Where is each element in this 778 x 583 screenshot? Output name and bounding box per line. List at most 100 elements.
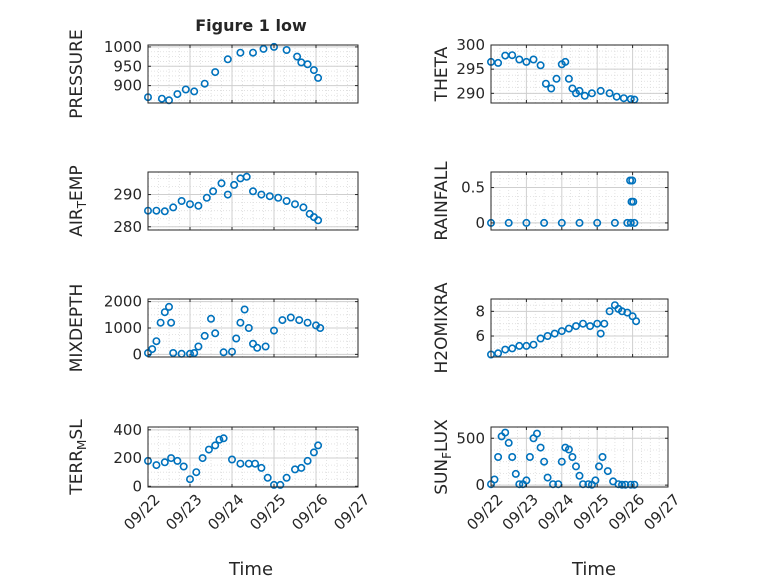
data-point (261, 342, 270, 351)
data-point (525, 452, 534, 461)
data-point (621, 480, 630, 489)
data-point (269, 42, 278, 51)
data-point (626, 218, 635, 227)
data-point (591, 476, 600, 485)
subplot-3: 280 290 AIRTEMP (67, 165, 359, 237)
data-point (314, 216, 323, 225)
data-point (610, 218, 619, 227)
data-point (200, 331, 209, 340)
data-point (630, 218, 639, 227)
data-point (181, 85, 190, 94)
y-axis-label-subscript: F (440, 452, 454, 459)
x-axis-label-left: Time (228, 559, 273, 580)
data-point (259, 44, 268, 53)
data-point (605, 89, 614, 98)
data-point (314, 73, 323, 82)
data-point (190, 348, 199, 357)
y-axis-label: AIRTEMP (67, 165, 89, 236)
data-point (209, 187, 218, 196)
data-point (152, 337, 161, 346)
y-tick-label: 0 (132, 345, 142, 363)
data-point (230, 180, 239, 189)
y-tick-label: 0 (132, 477, 142, 495)
data-point (297, 463, 306, 472)
y-axis-label-rest: LUX (432, 419, 452, 452)
data-point (160, 458, 169, 467)
data-point (211, 329, 220, 338)
data-point (269, 326, 278, 335)
data-point (529, 340, 538, 349)
y-tick-label: 0 (475, 214, 485, 232)
y-axis-label-rest: SL (67, 419, 87, 440)
y-tick-label: 1000 (104, 38, 142, 56)
data-point (265, 192, 274, 201)
data-point (204, 445, 213, 454)
y-axis-label: PRESSURE (67, 29, 87, 118)
y-axis-label: H2OMIXRA (432, 282, 452, 373)
data-point (157, 94, 166, 103)
data-point (552, 74, 561, 83)
data-point (598, 452, 607, 461)
data-point (179, 462, 188, 471)
y-tick-label: 300 (456, 36, 485, 54)
data-point (522, 57, 531, 66)
axes-background (148, 172, 358, 230)
data-point (504, 438, 513, 447)
data-point (623, 308, 632, 317)
data-point (290, 200, 299, 209)
axes-background (148, 45, 358, 103)
data-point (515, 55, 524, 64)
axes-frame (147, 426, 359, 488)
y-axis-label-main: H2OMIXRA (432, 282, 452, 373)
x-tick-label: 09/26 (605, 491, 648, 534)
data-point (242, 172, 251, 181)
data-point (186, 475, 195, 484)
data-point (282, 197, 291, 206)
y-tick-label: 6 (475, 327, 485, 345)
data-point (217, 179, 226, 188)
data-point (543, 473, 552, 482)
data-point (278, 316, 287, 325)
data-point (282, 45, 291, 54)
data-point (194, 201, 203, 210)
data-point (173, 90, 182, 99)
data-point (605, 307, 614, 316)
y-axis-label-main: SUN (432, 459, 452, 495)
data-point (580, 91, 589, 100)
data-point (578, 319, 587, 328)
data-point (257, 463, 266, 472)
data-point (632, 317, 641, 326)
data-point (293, 52, 302, 61)
data-point (594, 462, 603, 471)
data-point (628, 176, 637, 185)
data-point (303, 60, 312, 69)
data-point (244, 323, 253, 332)
y-tick-label: 290 (113, 186, 142, 204)
data-point (575, 471, 584, 480)
x-tick-label: 09/27 (330, 491, 373, 534)
y-axis-label-main: MIXDEPTH (67, 284, 87, 373)
data-point (494, 452, 503, 461)
figure-title: Figure 1 low (195, 16, 307, 35)
y-tick-label: 280 (113, 218, 142, 236)
data-point (257, 190, 266, 199)
data-point (263, 473, 272, 482)
data-point (536, 61, 545, 70)
data-point (586, 322, 595, 331)
data-point (309, 448, 318, 457)
data-point (593, 218, 602, 227)
y-tick-label: 200 (113, 449, 142, 467)
data-point (236, 48, 245, 57)
data-point (303, 456, 312, 465)
data-point (617, 480, 626, 489)
data-point (571, 462, 580, 471)
y-axis-label-main: TERR (67, 450, 87, 496)
data-point (504, 218, 513, 227)
data-point (223, 55, 232, 64)
axes-frame (490, 426, 669, 488)
y-tick-label: 2000 (104, 293, 142, 311)
y-tick-label: 8 (475, 302, 485, 320)
